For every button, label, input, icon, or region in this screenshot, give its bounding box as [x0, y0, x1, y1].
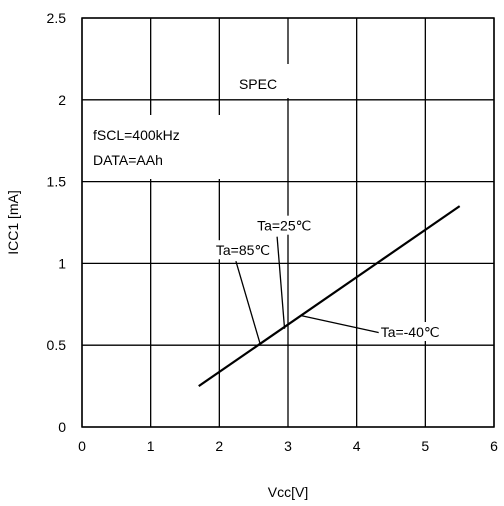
y-tick-label: 0: [58, 419, 66, 435]
y-tick-label: 2: [58, 92, 66, 108]
callout-leader: [235, 261, 262, 346]
x-tick-label: 1: [147, 438, 155, 454]
series-group: [198, 205, 461, 388]
conditions-box: fSCL=400kHz DATA=AAh: [84, 115, 224, 179]
callout-label-bg: [213, 240, 268, 260]
callout-label: Ta=-40℃: [381, 324, 440, 340]
plot-frame: [81, 17, 495, 428]
spec-label: SPEC: [239, 76, 277, 92]
callouts-group: Ta=25℃ Ta=85℃ Ta=-40℃: [213, 215, 441, 346]
callout-label-bg: [255, 215, 310, 235]
x-tick-label: 0: [78, 438, 86, 454]
y-tick-labels: 0 0.5 1 1.5 2 2.5: [47, 10, 67, 435]
callout-label-bg: [378, 322, 441, 342]
condition-fscl: fSCL=400kHz: [93, 127, 180, 143]
x-tick-labels: 0 1 2 3 4 5 6: [78, 438, 498, 454]
callout-label: Ta=85℃: [216, 242, 270, 258]
y-tick-label: 2.5: [47, 10, 67, 26]
x-tick-label: 4: [353, 438, 361, 454]
x-tick-label: 3: [284, 438, 292, 454]
condition-data: DATA=AAh: [93, 152, 163, 168]
x-tick-label: 5: [421, 438, 429, 454]
y-tick-label: 0.5: [47, 337, 67, 353]
y-axis-title: ICC1 [mA]: [5, 190, 21, 255]
x-tick-label: 6: [490, 438, 498, 454]
spec-annotation: SPEC: [222, 64, 294, 98]
y-tick-label: 1.5: [47, 174, 67, 190]
x-tick-label: 2: [215, 438, 223, 454]
y-tick-label: 1: [58, 255, 66, 271]
callout-label: Ta=25℃: [257, 218, 311, 234]
callout-leader: [301, 315, 381, 334]
x-axis-title: Vcc[V]: [268, 484, 308, 500]
series-line-0: [198, 205, 461, 388]
callout-leader: [276, 236, 286, 329]
